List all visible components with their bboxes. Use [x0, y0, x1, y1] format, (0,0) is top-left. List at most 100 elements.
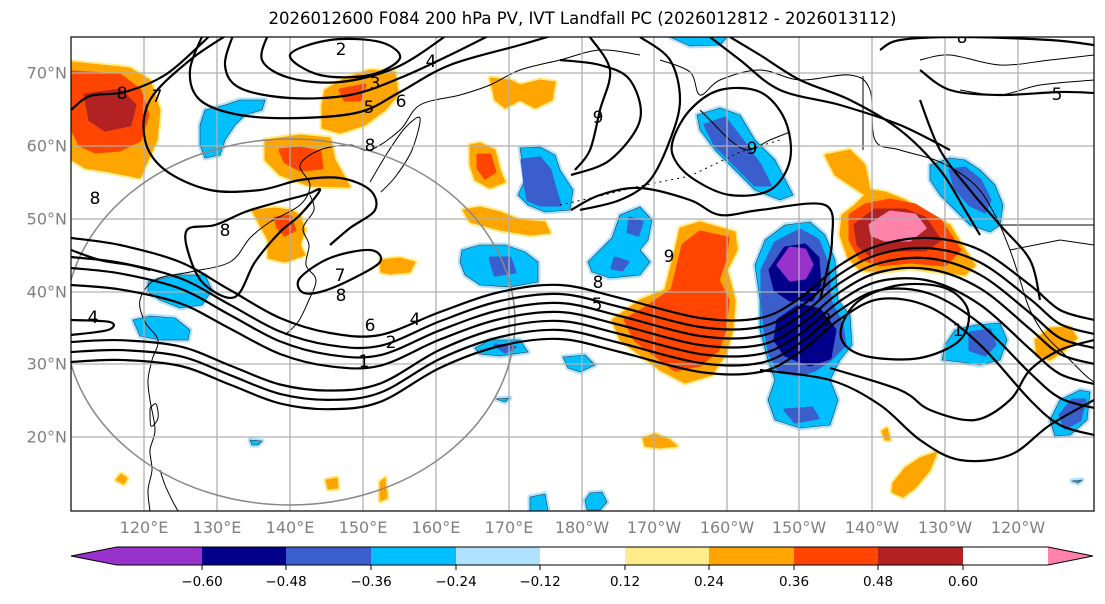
colorbar-tick-label: −0.24 — [435, 574, 477, 590]
contour-label: 5 — [1052, 85, 1063, 105]
ivt-negative-region — [495, 397, 511, 403]
jet-contour — [71, 246, 1094, 350]
ivt-negative-core — [626, 216, 644, 237]
ivt-positive-region — [489, 77, 556, 109]
contour-label: 8 — [117, 84, 128, 104]
colorbar-segment — [794, 547, 878, 565]
colorbar-segment — [540, 547, 625, 565]
contour-label: 8 — [957, 28, 968, 48]
jet-contour — [71, 236, 1094, 338]
pv-contour — [829, 338, 1094, 422]
colorbar-tick-label: 0.12 — [609, 574, 641, 590]
lon-label: 170°W — [626, 518, 682, 537]
lon-label: 130°W — [917, 518, 973, 537]
jet-contour — [71, 277, 1094, 392]
contour-label: 6 — [365, 316, 376, 336]
pv-contour — [296, 248, 383, 295]
pv-contour — [709, 37, 951, 151]
lat-label: 70°N — [26, 63, 67, 83]
pv-contour — [142, 37, 378, 246]
ivt-negative-region — [1071, 479, 1083, 484]
colorbar-extend-max — [1048, 547, 1093, 565]
ivt-negative-core — [610, 256, 630, 272]
coastline — [284, 194, 317, 336]
contour-label: 4 — [88, 308, 99, 328]
colorbar-outline — [70, 546, 1094, 566]
ivt-negative-region — [132, 315, 191, 341]
contour-label: 4 — [410, 310, 421, 330]
pv-contour — [71, 248, 151, 272]
map-title: 2026012600 F084 200 hPa PV, IVT Landfall… — [268, 9, 897, 28]
pv-contour — [729, 37, 981, 236]
colorbar-tick-label: 0.60 — [947, 574, 979, 590]
colorbar-segment — [202, 547, 286, 565]
ivt-negative-region — [584, 491, 608, 511]
border — [1009, 239, 1094, 251]
colorbar-segment — [878, 547, 963, 565]
pv-contour — [918, 99, 1042, 301]
contour-label: 8 — [365, 136, 376, 156]
lon-label: 160°W — [699, 518, 755, 537]
colorbar-tick-label: −0.48 — [265, 574, 307, 590]
colorbar — [70, 546, 1094, 570]
contour-label: 5 — [364, 98, 375, 118]
ivt-positive-core — [476, 153, 497, 180]
radius-circle — [71, 138, 516, 506]
colorbar-extend-min — [71, 547, 117, 565]
lon-label: 150°E — [338, 518, 388, 537]
ivt-negative-region — [249, 439, 263, 446]
colorbar-segment — [117, 547, 202, 565]
contour-label: 2 — [336, 40, 347, 60]
pv-contours — [71, 37, 1094, 463]
coastline — [139, 49, 641, 511]
contour-label: 2 — [386, 333, 397, 353]
ivt-positive-region — [462, 206, 551, 236]
lon-label: 170°E — [484, 518, 534, 537]
lon-label: 180°W — [554, 518, 610, 537]
contour-label: 4 — [426, 52, 437, 72]
lon-label: 120°W — [990, 518, 1046, 537]
contour-label: 9 — [593, 108, 604, 128]
ivt-negative-region — [199, 99, 266, 159]
pv-contour — [759, 368, 1094, 463]
colorbar-segment — [625, 547, 709, 565]
lat-label: 30°N — [26, 354, 67, 374]
contour-label: 1 — [953, 321, 964, 341]
ivt-positive-region — [891, 451, 938, 498]
contour-label: 5 — [592, 295, 603, 315]
jet-contour — [71, 287, 1094, 410]
colorbar-tick-label: −0.36 — [350, 574, 392, 590]
ivt-negative-core — [776, 246, 814, 282]
coastline — [149, 403, 159, 427]
pv-contour — [184, 187, 322, 299]
colorbar-tick-label: 0.24 — [693, 574, 725, 590]
colorbar-tick-label: 0.48 — [862, 574, 894, 590]
ivt-positive-core — [83, 88, 137, 132]
pv-contour — [574, 37, 612, 171]
ivt-positive-region — [115, 473, 128, 485]
pv-contour — [71, 318, 115, 337]
pv-contour — [879, 37, 1094, 51]
lat-label: 40°N — [26, 282, 67, 302]
map-frame — [70, 36, 1095, 512]
pv-contour — [71, 37, 210, 111]
lat-label: 20°N — [26, 427, 67, 447]
pv-contour — [188, 37, 552, 120]
colorbar-tick-label: −0.12 — [519, 574, 561, 590]
jet-contour — [71, 256, 1094, 359]
coastline — [659, 59, 1094, 383]
contour-label: 9 — [664, 247, 675, 267]
contour-label: 7 — [335, 266, 346, 286]
colorbar-segment — [709, 547, 794, 565]
pv-contour — [579, 37, 682, 212]
lon-label: 120°E — [119, 518, 169, 537]
colorbar-segment — [371, 547, 456, 565]
pv-contour — [288, 37, 402, 79]
contour-label: 8 — [593, 273, 604, 293]
coastline — [919, 54, 1094, 66]
lon-label: 140°E — [265, 518, 315, 537]
colorbar-segment — [286, 547, 371, 565]
lon-label: 130°E — [192, 518, 242, 537]
